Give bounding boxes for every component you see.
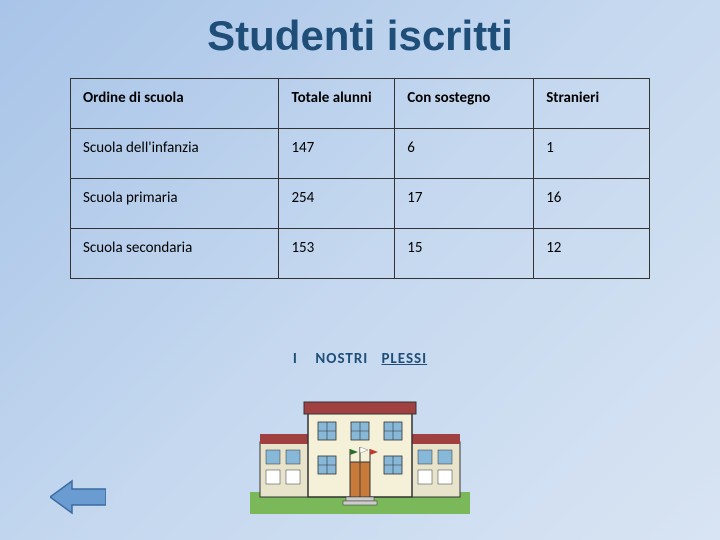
cell-foreign: 1 [534, 129, 650, 179]
cell-total: 147 [279, 129, 395, 179]
table-row: Scuola dell'infanzia 147 6 1 [71, 129, 650, 179]
illustration-caption: I NOSTRI PLESSI [245, 350, 475, 368]
cell-total: 254 [279, 179, 395, 229]
school-building-icon [250, 374, 470, 514]
page-title: Studenti iscritti [0, 0, 720, 60]
caption-word2: PLESSI [381, 350, 427, 368]
cell-support: 17 [395, 179, 534, 229]
cell-school: Scuola primaria [71, 179, 279, 229]
cell-support: 15 [395, 229, 534, 279]
col-header-ordine: Ordine di scuola [71, 79, 279, 129]
caption-word1: NOSTRI [315, 350, 368, 368]
col-header-stranieri: Stranieri [534, 79, 650, 129]
back-arrow-icon[interactable] [50, 479, 106, 515]
col-header-sostegno: Con sostegno [395, 79, 534, 129]
cell-foreign: 16 [534, 179, 650, 229]
cell-total: 153 [279, 229, 395, 279]
students-table-container: Ordine di scuola Totale alunni Con soste… [70, 78, 650, 279]
table-row: Scuola primaria 254 17 16 [71, 179, 650, 229]
students-table: Ordine di scuola Totale alunni Con soste… [70, 78, 650, 279]
cell-school: Scuola secondaria [71, 229, 279, 279]
table-header-row: Ordine di scuola Totale alunni Con soste… [71, 79, 650, 129]
cell-support: 6 [395, 129, 534, 179]
cell-foreign: 12 [534, 229, 650, 279]
col-header-totale: Totale alunni [279, 79, 395, 129]
caption-prefix: I [293, 350, 298, 368]
table-row: Scuola secondaria 153 15 12 [71, 229, 650, 279]
cell-school: Scuola dell'infanzia [71, 129, 279, 179]
school-illustration: I NOSTRI PLESSI [245, 350, 475, 520]
